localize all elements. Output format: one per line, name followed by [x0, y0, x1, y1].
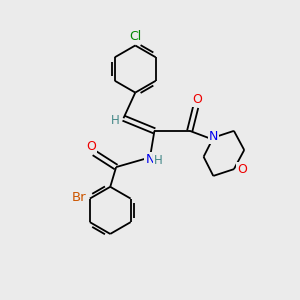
Text: N: N [208, 130, 218, 143]
Text: O: O [237, 163, 247, 176]
Text: Br: Br [71, 190, 86, 204]
Text: H: H [154, 154, 163, 167]
Text: O: O [86, 140, 96, 153]
Text: N: N [145, 153, 155, 166]
Text: Cl: Cl [129, 29, 141, 43]
Text: H: H [111, 114, 120, 127]
Text: O: O [192, 93, 202, 106]
